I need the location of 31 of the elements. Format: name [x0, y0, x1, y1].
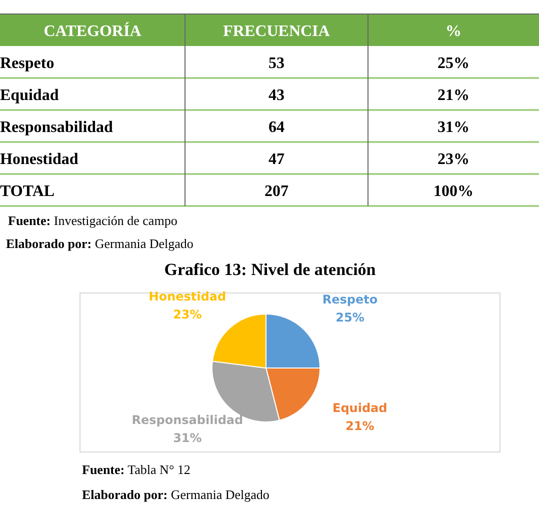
category-label: Equidad	[0, 87, 59, 104]
text: TOTAL	[0, 183, 55, 200]
source-note: Fuente: Investigación de campo	[8, 213, 178, 228]
text: 21%	[438, 87, 470, 104]
category-label: Honestidad	[0, 151, 78, 168]
text: 43	[268, 87, 284, 104]
text: Elaborado por: Germania Delgado	[6, 236, 194, 251]
text: 53	[268, 55, 284, 72]
text: 100%	[434, 183, 474, 200]
chart-title: Grafico 13: Nivel de atención	[164, 260, 376, 279]
text: 23%	[438, 151, 470, 168]
slice-label: Responsabilidad	[132, 412, 244, 427]
category-label: Responsabilidad	[0, 119, 113, 136]
category-label: Respeto	[0, 55, 54, 72]
text: 64	[268, 119, 284, 136]
text: 47	[268, 151, 284, 168]
slice-label: Honestidad	[148, 289, 226, 304]
text: CATEGORÍA	[44, 22, 142, 40]
text: FRECUENCIA	[223, 23, 330, 40]
data-label: 25%	[336, 310, 364, 325]
data-label: 23%	[173, 307, 202, 322]
text: %	[446, 23, 462, 40]
text: Elaborado por: Germania Delgado	[82, 487, 270, 502]
text: 25%	[438, 55, 470, 72]
slice-label: Equidad	[332, 400, 388, 415]
text: 207	[264, 183, 288, 200]
text: 31%	[438, 119, 470, 136]
data-label: 21%	[346, 418, 374, 433]
slice-label: Respeto	[322, 292, 378, 307]
data-label: 31%	[173, 430, 202, 445]
source-note: Fuente: Tabla N° 12	[82, 462, 190, 477]
